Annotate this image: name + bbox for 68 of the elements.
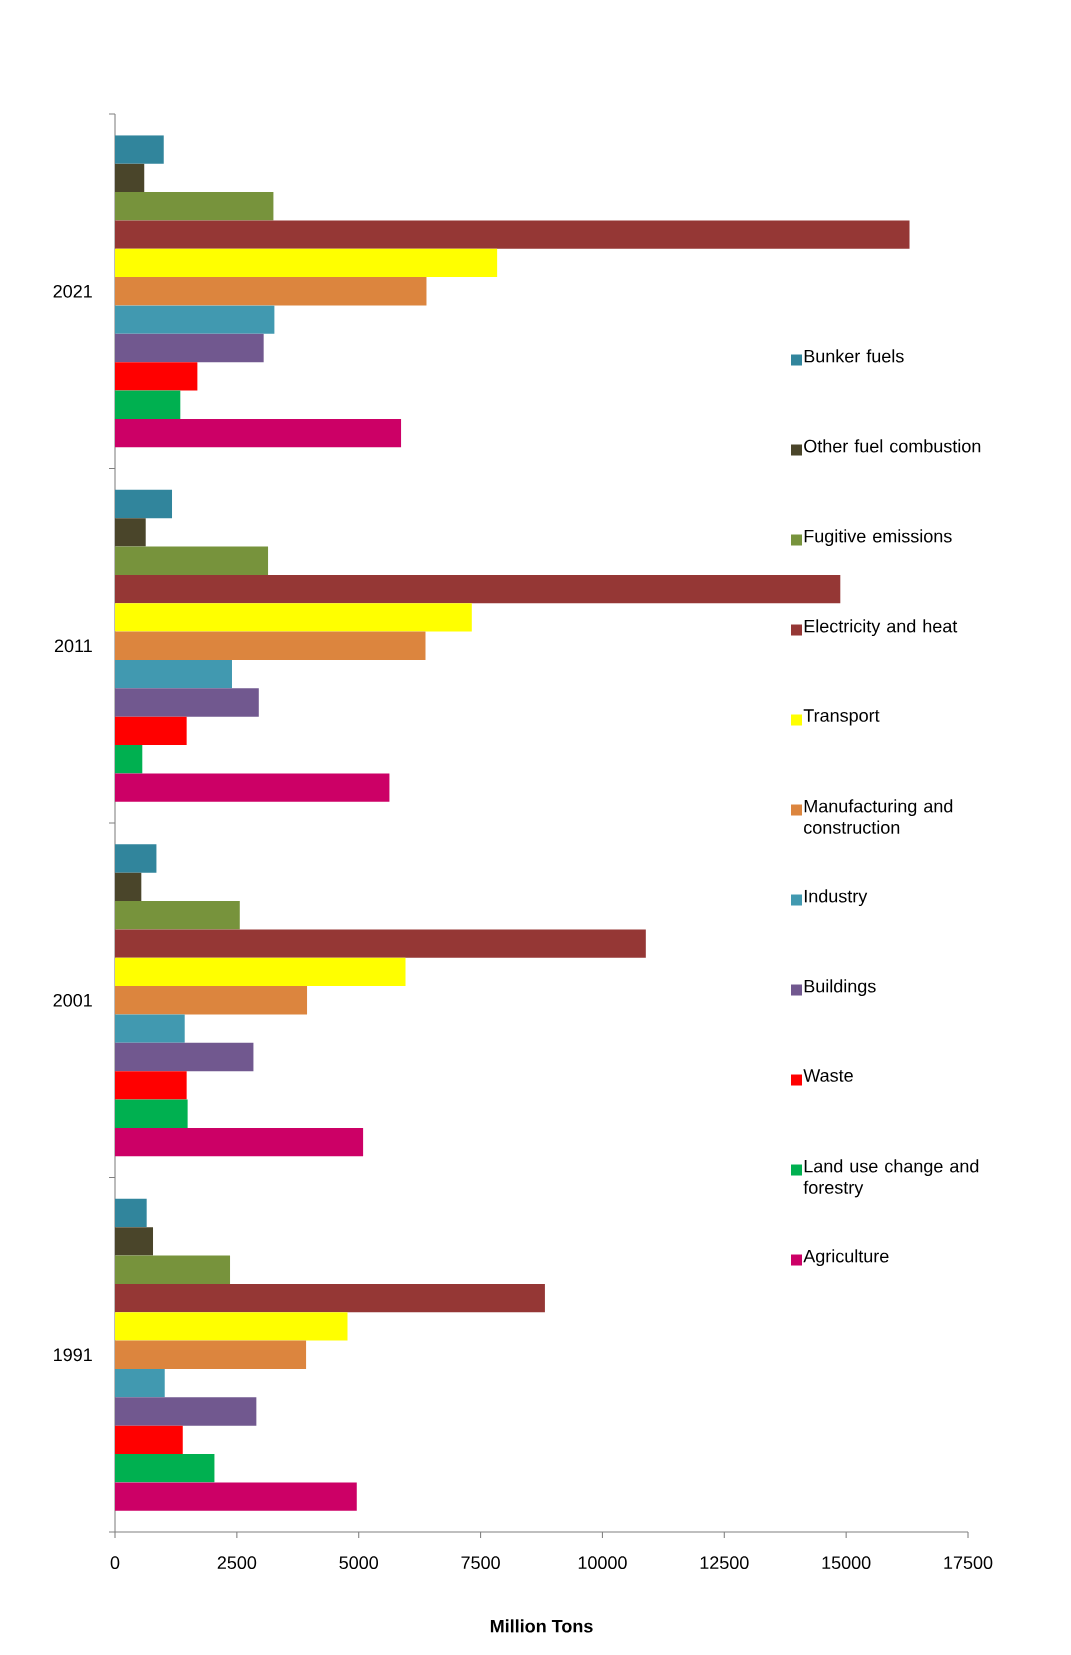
bar bbox=[115, 1127, 364, 1157]
bar bbox=[115, 603, 472, 632]
legend-label: Other fuel combustion bbox=[804, 439, 981, 453]
bar bbox=[115, 1283, 545, 1313]
legend-label: Industry bbox=[804, 889, 868, 907]
bar bbox=[115, 248, 498, 278]
x-tick-label: 5000 bbox=[339, 1556, 379, 1570]
bar bbox=[115, 872, 142, 902]
legend-label: Agriculture bbox=[803, 1249, 889, 1267]
legend-label: Manufacturing and construction bbox=[804, 799, 953, 834]
bar bbox=[115, 135, 164, 164]
bar bbox=[115, 688, 259, 717]
bar bbox=[115, 305, 275, 334]
bar bbox=[115, 1454, 215, 1483]
y-tick-label: 2011 bbox=[54, 639, 92, 653]
bar bbox=[115, 986, 308, 1015]
legend-label: Buildings bbox=[804, 979, 876, 997]
bar bbox=[115, 1014, 185, 1043]
bar bbox=[115, 844, 157, 873]
bar bbox=[115, 659, 232, 689]
x-tick-label: 15000 bbox=[822, 1556, 871, 1570]
bar bbox=[115, 773, 390, 802]
bar bbox=[115, 546, 269, 575]
bar bbox=[115, 362, 198, 391]
legend-label: Land use change and forestry bbox=[803, 1159, 979, 1198]
x-tick-label: 12500 bbox=[700, 1556, 749, 1570]
bar bbox=[115, 489, 173, 519]
y-tick-label: 2001 bbox=[53, 993, 92, 1007]
bar bbox=[115, 1227, 154, 1256]
bar bbox=[115, 1482, 357, 1511]
x-tick-label: 10000 bbox=[578, 1556, 627, 1570]
bar bbox=[115, 929, 646, 958]
x-tick-label: 2500 bbox=[217, 1556, 257, 1570]
legend-label: Electricity and heat bbox=[804, 619, 958, 637]
bar bbox=[115, 192, 274, 221]
bar bbox=[115, 418, 402, 448]
bar bbox=[115, 1042, 254, 1072]
bar bbox=[115, 220, 910, 249]
bar bbox=[115, 957, 406, 987]
bar bbox=[115, 390, 181, 419]
legend-label: Bunker fuels bbox=[804, 349, 904, 363]
bar bbox=[115, 1397, 257, 1426]
legend-label: Transport bbox=[803, 709, 880, 726]
bar bbox=[115, 745, 143, 774]
bar bbox=[115, 1255, 231, 1284]
bar bbox=[115, 277, 427, 306]
legend-label: Waste bbox=[803, 1069, 853, 1082]
bar bbox=[115, 1425, 183, 1455]
x-tick-label: 0 bbox=[110, 1556, 120, 1570]
bar bbox=[115, 333, 264, 363]
y-tick-label: 2021 bbox=[53, 284, 92, 298]
x-axis-title: Million Tons bbox=[490, 1619, 593, 1633]
x-tick-label: 17500 bbox=[944, 1556, 993, 1570]
bar bbox=[115, 163, 145, 193]
bar bbox=[115, 716, 187, 746]
bar bbox=[115, 901, 240, 930]
bar bbox=[115, 1071, 187, 1100]
bar bbox=[115, 631, 426, 660]
bar bbox=[115, 1312, 348, 1341]
bar bbox=[115, 1099, 188, 1128]
bar bbox=[115, 1368, 165, 1398]
x-tick-label: 7500 bbox=[461, 1556, 500, 1570]
bar bbox=[115, 518, 146, 547]
legend-label: Fugitive emissions bbox=[804, 529, 952, 547]
bar bbox=[115, 1198, 147, 1228]
bar bbox=[115, 1340, 307, 1369]
y-tick-label: 1991 bbox=[54, 1348, 92, 1362]
bar bbox=[115, 574, 841, 604]
